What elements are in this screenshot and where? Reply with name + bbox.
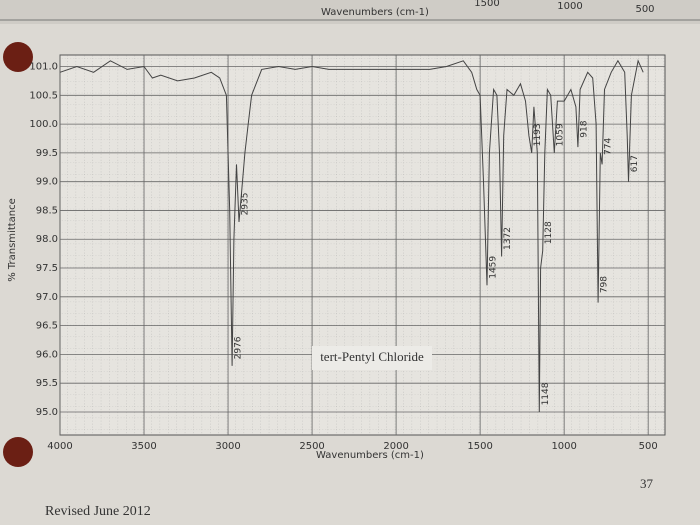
y-tick-label: 100.5 (29, 90, 58, 101)
x-tick-label: 2500 (299, 441, 324, 452)
x-tick-label: 3500 (131, 441, 156, 452)
y-tick-label: 99.0 (36, 177, 58, 188)
y-tick-label: 101.0 (29, 62, 58, 73)
page-number: 37 (640, 476, 654, 491)
chart-title: tert-Pentyl Chloride (320, 349, 424, 364)
y-tick-label: 97.5 (36, 263, 58, 274)
header-axis-label: Wavenumbers (cm-1) (321, 7, 429, 18)
x-tick-label: 1500 (467, 441, 492, 452)
punch-hole (3, 437, 33, 467)
y-tick-label: 98.5 (36, 205, 58, 216)
y-tick-label: 99.5 (36, 148, 58, 159)
peak-label: 1059 (556, 123, 566, 146)
y-tick-label: 98.0 (36, 234, 58, 245)
x-tick-label: 4000 (47, 441, 72, 452)
minor-grid (60, 55, 665, 435)
x-tick-label: 2000 (383, 441, 408, 452)
y-tick-label: 96.5 (36, 321, 58, 332)
title-box (312, 346, 432, 370)
x-tick-label: 1000 (551, 441, 576, 452)
peak-label: 1459 (489, 256, 499, 279)
header-tick: 500 (635, 4, 654, 15)
x-tick-label: 500 (639, 441, 658, 452)
y-tick-label: 97.0 (36, 292, 58, 303)
peak-label: 1148 (541, 382, 551, 405)
y-axis-label: % Transmittance (7, 198, 18, 282)
peak-label: 2935 (240, 193, 250, 216)
peak-label: 1372 (503, 227, 513, 250)
peak-label: 2976 (234, 336, 244, 359)
y-tick-label: 95.0 (36, 407, 58, 418)
peak-label: 774 (604, 138, 614, 155)
header-tick: 1000 (557, 1, 582, 12)
peak-label: 918 (579, 120, 589, 137)
x-axis-label: Wavenumbers (cm-1) (316, 450, 424, 461)
y-tick-label: 100.0 (29, 119, 58, 130)
y-tick-label: 96.0 (36, 349, 58, 360)
y-tick-label: 95.5 (36, 378, 58, 389)
x-tick-label: 3000 (215, 441, 240, 452)
punch-hole (3, 42, 33, 72)
peak-label: 798 (600, 276, 610, 293)
revision-note: Revised June 2012 (45, 504, 151, 519)
peak-label: 617 (630, 155, 640, 172)
header-tick: 1500 (474, 0, 499, 9)
spectrum-line (59, 59, 644, 413)
peak-label: 1193 (533, 123, 543, 146)
peak-label: 1128 (544, 221, 554, 244)
